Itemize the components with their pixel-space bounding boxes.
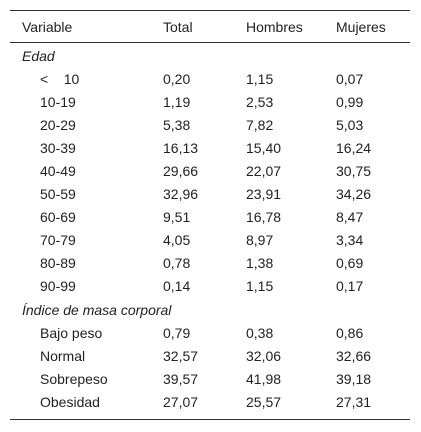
value-cell: 1,19	[163, 94, 191, 110]
value-cell: 1,38	[246, 255, 274, 271]
top-rule	[10, 10, 410, 11]
value-cell: 41,98	[246, 371, 282, 387]
value-cell: 27,07	[163, 394, 199, 410]
value-cell: 9,51	[163, 209, 191, 225]
bottom-rule	[10, 419, 410, 420]
value-cell: 32,06	[246, 348, 282, 364]
value-cell: 32,96	[163, 186, 199, 202]
value-cell: 0,17	[336, 278, 364, 294]
value-cell: 0,86	[336, 325, 364, 341]
row-label: 80-89	[40, 255, 76, 271]
row-label: 60-69	[40, 209, 76, 225]
value-cell: 3,34	[336, 232, 364, 248]
value-cell: 30,75	[336, 163, 372, 179]
value-cell: 15,40	[246, 140, 282, 156]
header-cell: Hombres	[246, 19, 303, 35]
value-cell: 16,13	[163, 140, 199, 156]
value-cell: 32,57	[163, 348, 199, 364]
row-label: 70-79	[40, 232, 76, 248]
header-rule	[10, 42, 410, 43]
row-label: Normal	[40, 348, 86, 364]
value-cell: 0,99	[336, 94, 364, 110]
value-cell: 25,57	[246, 394, 282, 410]
value-cell: 0,20	[163, 71, 191, 87]
value-cell: 4,05	[163, 232, 191, 248]
value-cell: 7,82	[246, 117, 274, 133]
row-label: Bajo peso	[40, 325, 103, 341]
value-cell: 5,38	[163, 117, 191, 133]
value-cell: 16,24	[336, 140, 372, 156]
value-cell: 0,14	[163, 278, 191, 294]
row-label: Sobrepeso	[40, 371, 108, 387]
value-cell: 1,15	[246, 71, 274, 87]
value-cell: 39,57	[163, 371, 199, 387]
value-cell: 5,03	[336, 117, 364, 133]
value-cell: 1,15	[246, 278, 274, 294]
header-cell: Variable	[22, 19, 73, 35]
value-cell: 2,53	[246, 94, 274, 110]
value-cell: 32,66	[336, 348, 372, 364]
value-cell: 8,97	[246, 232, 274, 248]
value-cell: 0,78	[163, 255, 191, 271]
row-label: Obesidad	[40, 394, 100, 410]
header-cell: Mujeres	[336, 19, 386, 35]
value-cell: 22,07	[246, 163, 282, 179]
value-cell: 0,38	[246, 325, 274, 341]
section-title: Edad	[22, 48, 55, 64]
value-cell: 0,07	[336, 71, 364, 87]
value-cell: 27,31	[336, 394, 372, 410]
row-label: 40-49	[40, 163, 76, 179]
value-cell: 8,47	[336, 209, 364, 225]
header-cell: Total	[163, 19, 193, 35]
row-label: 50-59	[40, 186, 76, 202]
row-label: 20-29	[40, 117, 76, 133]
value-cell: 34,26	[336, 186, 372, 202]
row-label: < 10	[40, 71, 80, 87]
value-cell: 0,69	[336, 255, 364, 271]
value-cell: 16,78	[246, 209, 282, 225]
value-cell: 23,91	[246, 186, 282, 202]
row-label: 90-99	[40, 278, 76, 294]
value-cell: 29,66	[163, 163, 199, 179]
row-label: 30-39	[40, 140, 76, 156]
value-cell: 0,79	[163, 325, 191, 341]
value-cell: 39,18	[336, 371, 372, 387]
row-label: 10-19	[40, 94, 76, 110]
section-title: Índice de masa corporal	[22, 302, 172, 318]
